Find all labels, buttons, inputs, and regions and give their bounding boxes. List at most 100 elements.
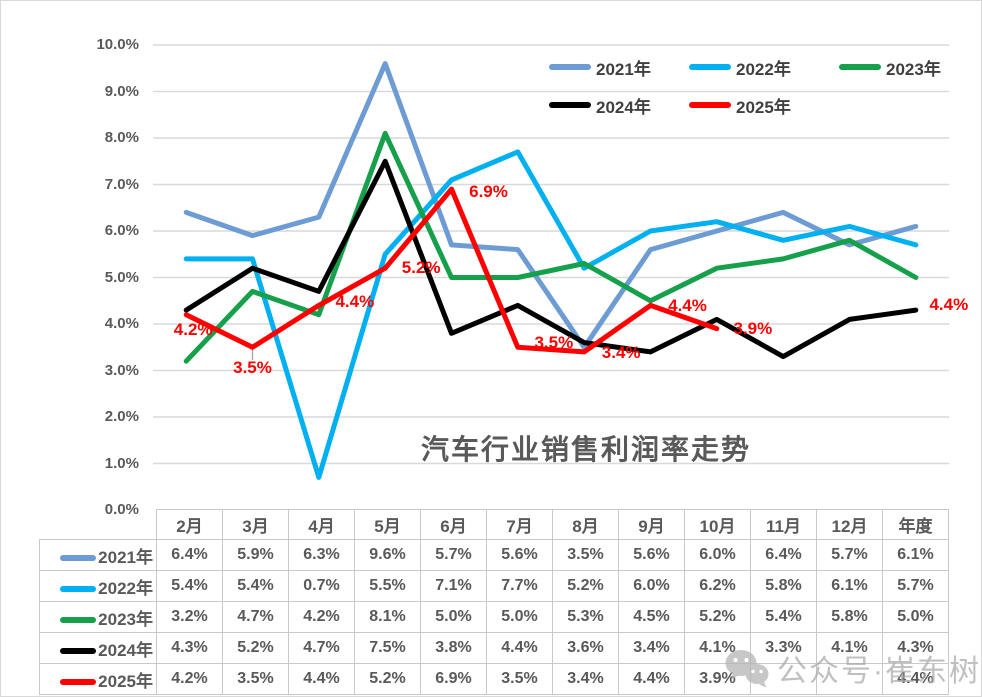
column-header: 9月 <box>618 509 685 540</box>
legend-line-swatch <box>549 102 591 108</box>
legend-line-swatch <box>549 64 591 70</box>
table-cell <box>750 663 817 695</box>
table-cell: 4.1% <box>684 632 751 664</box>
y-tick-label: 4.0% <box>104 315 139 332</box>
table-cell: 5.7% <box>816 539 883 571</box>
column-header: 11月 <box>750 509 817 540</box>
table-cell: 5.4% <box>222 570 289 602</box>
data-label-2025年: 3.5% <box>534 333 574 353</box>
legend-item-2024年: 2024年 <box>549 95 651 117</box>
y-tick-label: 0.0% <box>104 501 139 518</box>
column-header: 7月 <box>486 509 553 540</box>
table-cell: 5.8% <box>816 601 883 633</box>
table-cell: 3.5% <box>552 539 619 571</box>
data-label-2025年: 4.4% <box>929 295 969 315</box>
legend-label: 2022年 <box>736 59 791 79</box>
table-cell: 6.0% <box>618 570 685 602</box>
table-cell: 4.4% <box>618 663 685 695</box>
table-cell: 3.5% <box>222 663 289 695</box>
table-cell: 4.1% <box>816 632 883 664</box>
legend-line-swatch <box>689 64 731 70</box>
table-row: 2022年 5.4% 5.4% 0.7% 5.5% 7.1% 7.7% 5.2% 6.0% 6.2… <box>39 570 949 602</box>
row-header-2022年: 2022年 <box>39 570 157 602</box>
table-cell: 5.8% <box>750 570 817 602</box>
y-tick-label: 1.0% <box>104 454 139 472</box>
legend-item-2021年: 2021年 <box>549 57 651 79</box>
table-cell: 7.5% <box>354 632 421 664</box>
legend-label: 2025年 <box>736 97 791 117</box>
row-line-swatch <box>60 555 97 562</box>
data-label-2025年: 4.4% <box>668 296 707 316</box>
row-header-2024年: 2024年 <box>39 632 157 664</box>
table-cell: 4.4% <box>486 632 553 664</box>
y-tick-label: 6.0% <box>104 222 139 239</box>
data-label-2025年: 3.5% <box>233 358 272 378</box>
legend-label: 2023年 <box>886 59 941 79</box>
column-header: 3月 <box>222 509 289 540</box>
table-cell: 5.2% <box>222 632 289 664</box>
chart-title: 汽车行业销售利润率走势 <box>420 434 751 465</box>
data-label-2025年: 6.9% <box>469 182 508 202</box>
table-cell: 4.7% <box>222 601 289 633</box>
table-cell: 5.2% <box>552 570 619 602</box>
table-cell: 7.7% <box>486 570 553 602</box>
table-cell: 5.2% <box>354 663 421 695</box>
table-cell: 5.7% <box>420 539 487 571</box>
data-label-2025年: 4.4% <box>335 292 375 312</box>
column-header: 4月 <box>288 509 355 540</box>
table-cell: 5.4% <box>750 601 817 633</box>
table-cell: 4.3% <box>156 632 223 664</box>
table-cell: 3.2% <box>156 601 223 633</box>
line-chart-plot <box>153 44 949 480</box>
table-cell: 0.7% <box>288 570 355 602</box>
row-header-2021年: 2021年 <box>39 539 157 571</box>
y-tick-label: 7.0% <box>104 175 139 193</box>
legend-line-swatch <box>839 64 881 70</box>
table-cell <box>816 663 883 695</box>
data-label-2025年: 3.4% <box>601 342 641 362</box>
column-header: 5月 <box>354 509 421 540</box>
table-row: 2023年 3.2% 4.7% 4.2% 8.1% 5.0% 5.0% 5.3% 4.5% 5.2… <box>39 601 949 633</box>
column-header: 2月 <box>156 509 223 540</box>
table-cell: 7.1% <box>420 570 487 602</box>
table-cell: 3.3% <box>750 632 817 664</box>
table-cell: 3.5% <box>486 663 553 695</box>
table-cell: 3.4% <box>552 663 619 695</box>
table-cell: 5.6% <box>618 539 685 571</box>
legend-line-swatch <box>689 102 731 108</box>
y-tick-label: 2.0% <box>104 408 139 425</box>
column-header: 8月 <box>552 509 619 540</box>
column-header: 10月 <box>684 509 751 540</box>
table-cell: 6.1% <box>816 570 883 602</box>
row-header-2025年: 2025年 <box>39 663 157 695</box>
y-tick-label: 5.0% <box>104 268 139 286</box>
column-header: 6月 <box>420 509 487 540</box>
table-cell: 6.3% <box>288 539 355 571</box>
row-line-swatch <box>60 648 97 655</box>
table-cell: 6.0% <box>684 539 751 571</box>
row-line-swatch <box>60 586 97 593</box>
table-cell: 4.4% <box>882 663 949 695</box>
series-line-2024年 <box>183 158 919 360</box>
table-cell: 5.5% <box>354 570 421 602</box>
table-cell: 3.9% <box>684 663 751 695</box>
data-label-2025年: 4.2% <box>173 319 213 339</box>
table-cell: 3.8% <box>420 632 487 664</box>
data-label-2025年: 3.9% <box>733 318 773 338</box>
legend-item-2023年: 2023年 <box>839 57 941 79</box>
row-line-swatch <box>60 617 97 624</box>
table-cell: 5.0% <box>882 601 949 633</box>
table-cell: 6.4% <box>156 539 223 571</box>
table-cell: 4.2% <box>288 601 355 633</box>
table-row: 2021年 6.4% 5.9% 6.3% 9.6% 5.7% 5.6% 3.5% 5.6% 6.0… <box>39 539 949 571</box>
row-header-2023年: 2023年 <box>39 601 157 633</box>
table-cell: 3.4% <box>618 632 685 664</box>
table-cell: 4.5% <box>618 601 685 633</box>
legend-label: 2021年 <box>596 59 651 79</box>
table-cell: 4.3% <box>882 632 949 664</box>
table-cell: 5.9% <box>222 539 289 571</box>
y-tick-label: 10.0% <box>96 36 139 53</box>
y-tick-label: 3.0% <box>104 361 139 379</box>
table-cell: 5.4% <box>156 570 223 602</box>
